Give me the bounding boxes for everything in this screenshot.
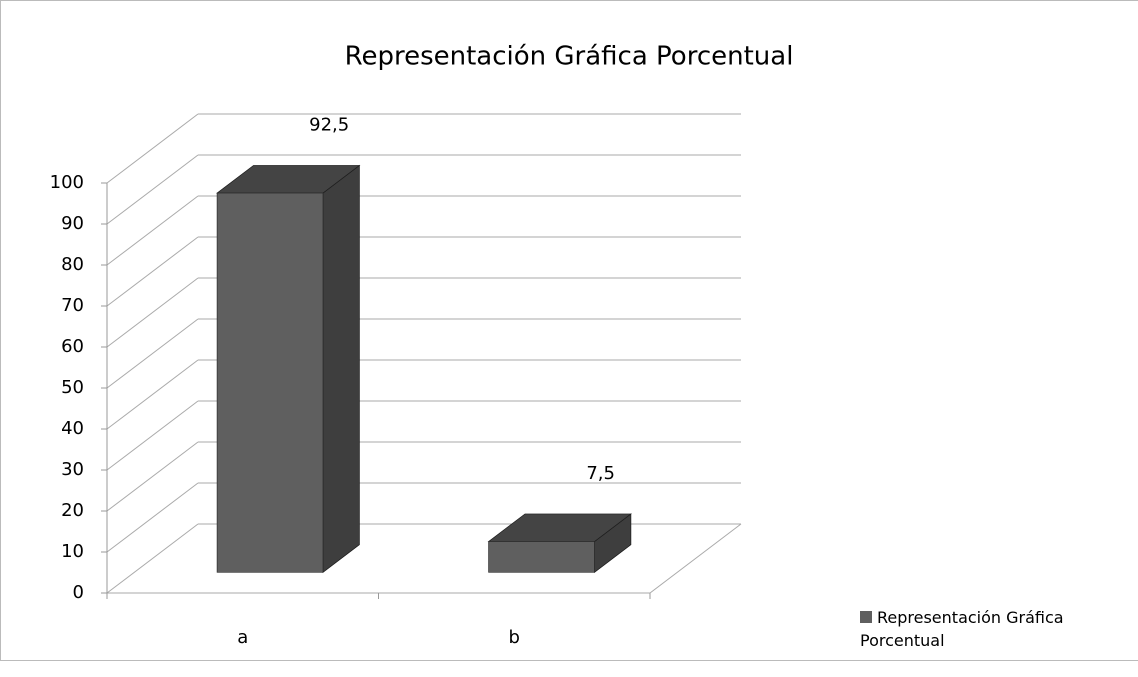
floor [107,523,742,594]
x-tick-label: a [237,627,248,648]
grid-line [106,277,199,348]
grid-line [106,113,199,184]
value-label: 92,5 [309,114,349,135]
grid-line [106,441,199,512]
y-tick-label: 50 [61,377,84,398]
grid-line [106,359,199,430]
grid-line [106,523,199,594]
chart-border [0,0,1138,661]
x-tick-label: b [509,627,520,648]
grid-line [106,236,199,307]
grid-line [106,195,199,266]
y-tick-label: 10 [61,541,84,562]
chart-title: Representación Gráfica Porcentual [345,42,794,72]
y-tick-label: 60 [61,336,84,357]
bar-front [488,541,595,573]
bar-front [216,192,324,573]
y-tick-label: 90 [61,213,84,234]
y-tick-label: 0 [73,582,84,603]
bar [487,513,632,574]
bar-side [322,164,360,574]
grid-line [106,154,199,225]
bar [216,164,361,574]
y-tick-label: 80 [61,254,84,275]
grid-line [106,318,199,389]
y-tick-label: 30 [61,459,84,480]
y-tick-label: 20 [61,500,84,521]
grid-line [106,482,199,553]
legend: Representación Gráfica Porcentual [860,606,1110,652]
legend-swatch [860,611,872,623]
y-tick-label: 70 [61,295,84,316]
value-label: 7,5 [586,463,615,484]
grid-line [106,400,199,471]
y-tick-label: 100 [50,172,84,193]
y-tick-label: 40 [61,418,84,439]
legend-label: Representación Gráfica Porcentual [860,608,1064,650]
